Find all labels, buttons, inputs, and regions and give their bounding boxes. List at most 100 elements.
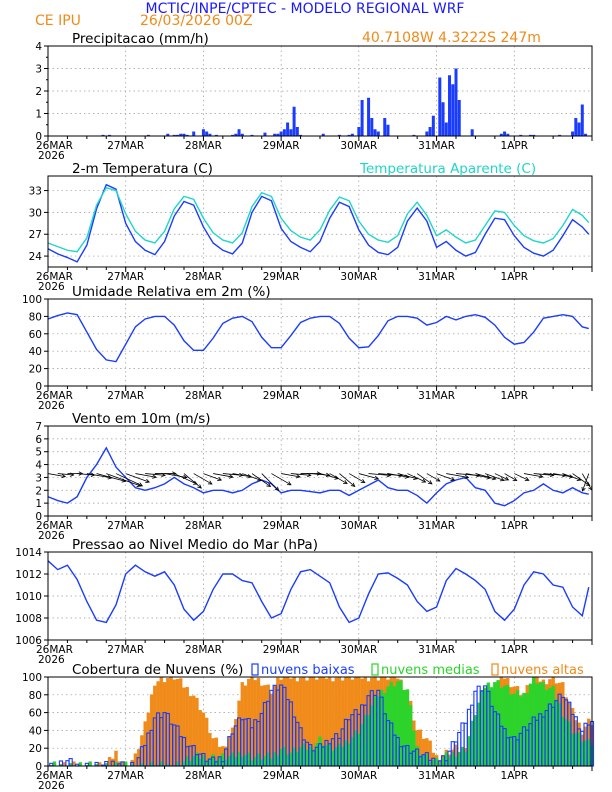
wind-vector — [581, 473, 593, 491]
y-tick-label: 5 — [35, 447, 42, 459]
y-tick-label: 1012 — [15, 569, 42, 581]
series-line-0 — [47, 560, 590, 624]
x-day-label: 30MAR — [340, 271, 377, 283]
precip-bar — [237, 129, 241, 136]
x-day-label: 26MAR — [36, 390, 73, 402]
wind-vector — [145, 473, 166, 476]
series-line-1 — [47, 186, 590, 253]
precip-bar — [441, 102, 445, 136]
precip-bar — [503, 131, 507, 136]
wind-arrowhead — [581, 486, 586, 492]
x-day-label: 28MAR — [185, 770, 222, 782]
pressure-panel: 1006 1008 1010 1012 1014 26MAR 27MAR 28MAR 29MAR… — [15, 537, 593, 666]
cloud-bar-nuvens-altas — [62, 762, 66, 767]
wind-arrowhead — [585, 481, 591, 487]
grid — [48, 46, 592, 136]
precip-bar — [519, 134, 523, 136]
wind-vector — [183, 473, 202, 489]
precip-bar — [295, 127, 299, 136]
precip-bar — [360, 100, 364, 136]
precip-bar — [279, 131, 283, 136]
wind-vector — [106, 473, 141, 487]
precip-bar — [321, 133, 325, 136]
wind-vector — [407, 473, 426, 483]
wind-vector — [164, 473, 187, 478]
panel-frame — [47, 298, 593, 387]
x-day-label: 29MAR — [263, 520, 300, 532]
precip-bar — [337, 134, 341, 136]
wind-arrows — [47, 471, 593, 492]
grid — [48, 426, 592, 516]
y-tick-label: 0 — [35, 131, 42, 143]
precip-bar — [383, 118, 387, 136]
x-day-label: 30MAR — [340, 644, 377, 656]
y-tick-label: 60 — [29, 708, 42, 720]
wind-vector — [562, 473, 581, 481]
wind-vector — [387, 473, 409, 478]
precip-bar — [580, 104, 584, 136]
y-tick-label: 6 — [35, 434, 42, 446]
legend-label: nuvens medias — [381, 663, 480, 678]
wind-arrowhead — [266, 482, 272, 487]
wind-arrowhead — [491, 476, 497, 481]
precip-bar — [558, 134, 562, 136]
precip-bar — [438, 77, 442, 136]
wind-vector — [319, 473, 339, 479]
precip-bar — [276, 133, 280, 136]
x-day-label: 31MAR — [418, 140, 455, 152]
precip-bar — [428, 127, 432, 136]
x-day-label: 30MAR — [340, 770, 377, 782]
x-day-label: 27MAR — [107, 770, 144, 782]
legend-apparent-temp: Temperatura Aparente (C) — [359, 161, 536, 177]
precip-bar — [370, 118, 374, 136]
cloud-bar-nuvens-medias — [88, 761, 92, 767]
x-day-label: 31MAR — [418, 644, 455, 656]
x-year-label: 2026 — [38, 400, 65, 412]
precip-bar — [454, 68, 458, 136]
wind-arrowhead — [421, 478, 427, 483]
cloud-bar-nuvens-medias — [124, 761, 128, 767]
y-tick-label: 2 — [35, 86, 42, 98]
precip-bar — [532, 134, 536, 136]
precip-bar — [451, 84, 455, 136]
wind-arrowhead — [286, 481, 292, 486]
precip-bar — [240, 133, 244, 136]
precip-bar — [179, 133, 183, 136]
precip-bar — [448, 75, 452, 136]
x-day-label: 1APR — [501, 140, 529, 152]
y-tick-label: 2 — [35, 485, 42, 497]
x-day-label: 28MAR — [185, 271, 222, 283]
y-tick-label: 1014 — [15, 547, 42, 559]
cloud-bar-nuvens-medias — [78, 762, 83, 767]
precip-bar — [185, 134, 189, 136]
panel-title: Vento em 10m (m/s) — [72, 411, 211, 427]
panel-title: 2-m Temperatura (C) — [72, 161, 213, 177]
wind-vector — [135, 473, 157, 478]
y-tick-label: 1010 — [15, 591, 42, 603]
series-line-0 — [47, 446, 589, 507]
wind-vector — [329, 473, 348, 484]
x-day-label: 29MAR — [263, 644, 300, 656]
y-tick-label: 100 — [22, 672, 42, 684]
precip-bar — [373, 129, 377, 136]
precip-bar — [231, 134, 235, 136]
precip-bar — [292, 106, 296, 136]
wind-arrowhead — [499, 477, 505, 482]
wind-vector — [533, 473, 554, 476]
wind-vector — [232, 473, 252, 478]
legend-swatch — [251, 663, 259, 676]
y-tick-label: 3 — [35, 472, 42, 484]
x-day-label: 27MAR — [107, 140, 144, 152]
wind-vector — [281, 473, 300, 478]
header-location: 40.7108W 4.3222S 247m — [362, 30, 541, 46]
wind-vector — [436, 473, 455, 481]
wind-vector — [261, 473, 279, 491]
precip-bar — [470, 129, 474, 136]
y-tick-label: 40 — [29, 725, 42, 737]
y-tick-label: 3 — [35, 64, 42, 76]
precip-bar — [172, 134, 176, 136]
x-day-label: 29MAR — [263, 770, 300, 782]
wind-arrowhead — [435, 477, 441, 482]
x-day-label: 30MAR — [340, 390, 377, 402]
precip-bar — [205, 131, 209, 136]
